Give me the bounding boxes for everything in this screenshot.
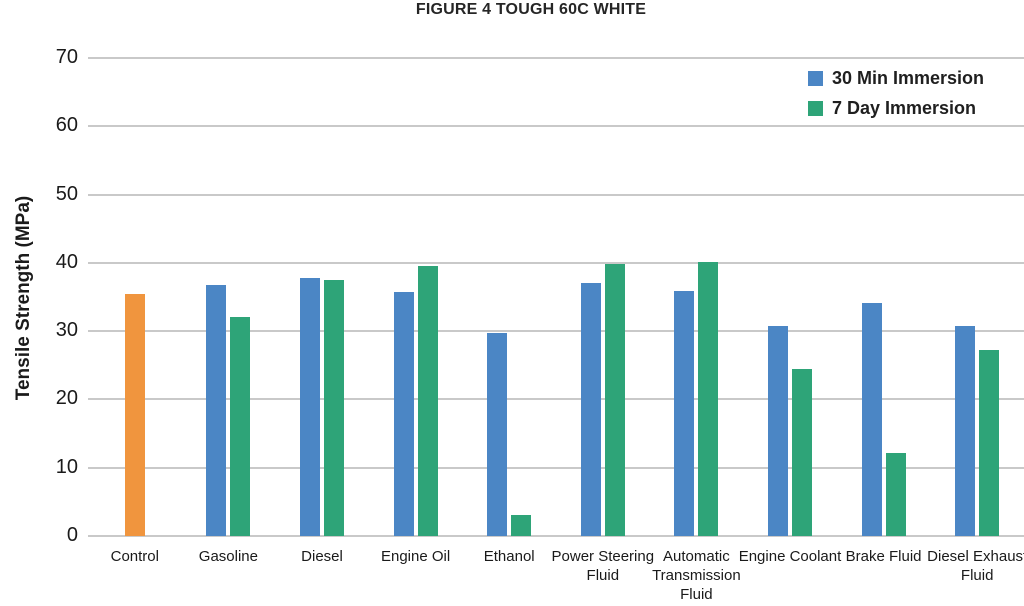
- bar-automatic-transmission-fluid-30-min-immersion: [674, 290, 695, 536]
- x-axis-label-control: Control: [110, 548, 159, 565]
- x-axis-label-engine-oil: Engine Oil: [380, 548, 451, 565]
- y-tick-label-0: 0: [66, 524, 78, 546]
- gridline-20: [88, 398, 1024, 401]
- bar-power-steering-fluid-30-min-immersion: [580, 283, 601, 536]
- y-tick-label-50: 50: [55, 182, 78, 205]
- plot-area: [88, 57, 1024, 537]
- x-axis-label-power-steering-fluid: Power Steering Fluid: [551, 548, 655, 585]
- x-axis-label-brake-fluid: Brake Fluid: [845, 548, 922, 565]
- bar-ethanol-7-day-immersion: [511, 514, 532, 536]
- y-tick-label-60: 60: [55, 114, 78, 137]
- y-tick-label-30: 30: [55, 319, 78, 342]
- x-axis-label-automatic-transmission-fluid: Automatic Transmission Fluid: [652, 548, 741, 604]
- x-axis-label-engine-coolant: Engine Coolant: [738, 548, 842, 565]
- bar-automatic-transmission-fluid-7-day-immersion: [698, 262, 719, 536]
- x-axis-label-ethanol: Ethanol: [483, 548, 535, 565]
- bar-diesel-7-day-immersion: [324, 279, 344, 536]
- legend: 30 Min Immersion 7 Day Immersion: [807, 68, 984, 119]
- legend-swatch-green-icon: [807, 101, 823, 116]
- bar-brake-fluid-30-min-immersion: [861, 303, 882, 536]
- y-tick-label-70: 70: [55, 46, 78, 68]
- bar-engine-oil-30-min-immersion: [393, 292, 414, 536]
- gridline-50: [88, 193, 1024, 196]
- legend-label: 30 Min Immersion: [831, 68, 984, 88]
- bar-control-control: [124, 294, 145, 536]
- legend-item-30-min-immersion: 30 Min Immersion: [807, 68, 984, 89]
- bar-engine-oil-7-day-immersion: [417, 265, 438, 536]
- y-axis-title: Tensile Strength (MPa): [13, 195, 34, 401]
- bar-diesel-exhaust-fluid-30-min-immersion: [955, 326, 976, 536]
- gridline-40: [88, 261, 1024, 264]
- bar-gasoline-30-min-immersion: [206, 285, 227, 536]
- gridline-0: [88, 535, 1024, 537]
- bar-power-steering-fluid-7-day-immersion: [604, 264, 625, 536]
- bar-engine-coolant-30-min-immersion: [768, 326, 788, 536]
- y-tick-label-40: 40: [55, 250, 78, 273]
- bar-engine-coolant-7-day-immersion: [792, 368, 812, 536]
- gridline-10: [88, 466, 1024, 469]
- x-axis-label-diesel: Diesel: [301, 548, 343, 565]
- x-axis-label-gasoline: Gasoline: [198, 548, 258, 565]
- bar-gasoline-7-day-immersion: [230, 317, 251, 536]
- x-axis-label-diesel-exhaust-fluid: Diesel Exhaust Fluid: [927, 548, 1024, 585]
- bar-ethanol-30-min-immersion: [487, 333, 508, 536]
- y-tick-label-10: 10: [55, 455, 78, 478]
- bar-diesel-30-min-immersion: [300, 277, 320, 536]
- legend-label: 7 Day Immersion: [831, 98, 977, 118]
- gridline-60: [88, 125, 1024, 128]
- y-tick-label-20: 20: [55, 387, 78, 410]
- chart-title: FIGURE 4 TOUGH 60C WHITE: [415, 1, 647, 18]
- bar-diesel-exhaust-fluid-7-day-immersion: [979, 350, 1000, 536]
- legend-item-7-day-immersion: 7 Day Immersion: [807, 98, 984, 119]
- bar-brake-fluid-7-day-immersion: [885, 452, 906, 536]
- legend-swatch-blue-icon: [807, 71, 823, 86]
- gridline-30: [88, 330, 1024, 333]
- gridline-70: [88, 57, 1024, 59]
